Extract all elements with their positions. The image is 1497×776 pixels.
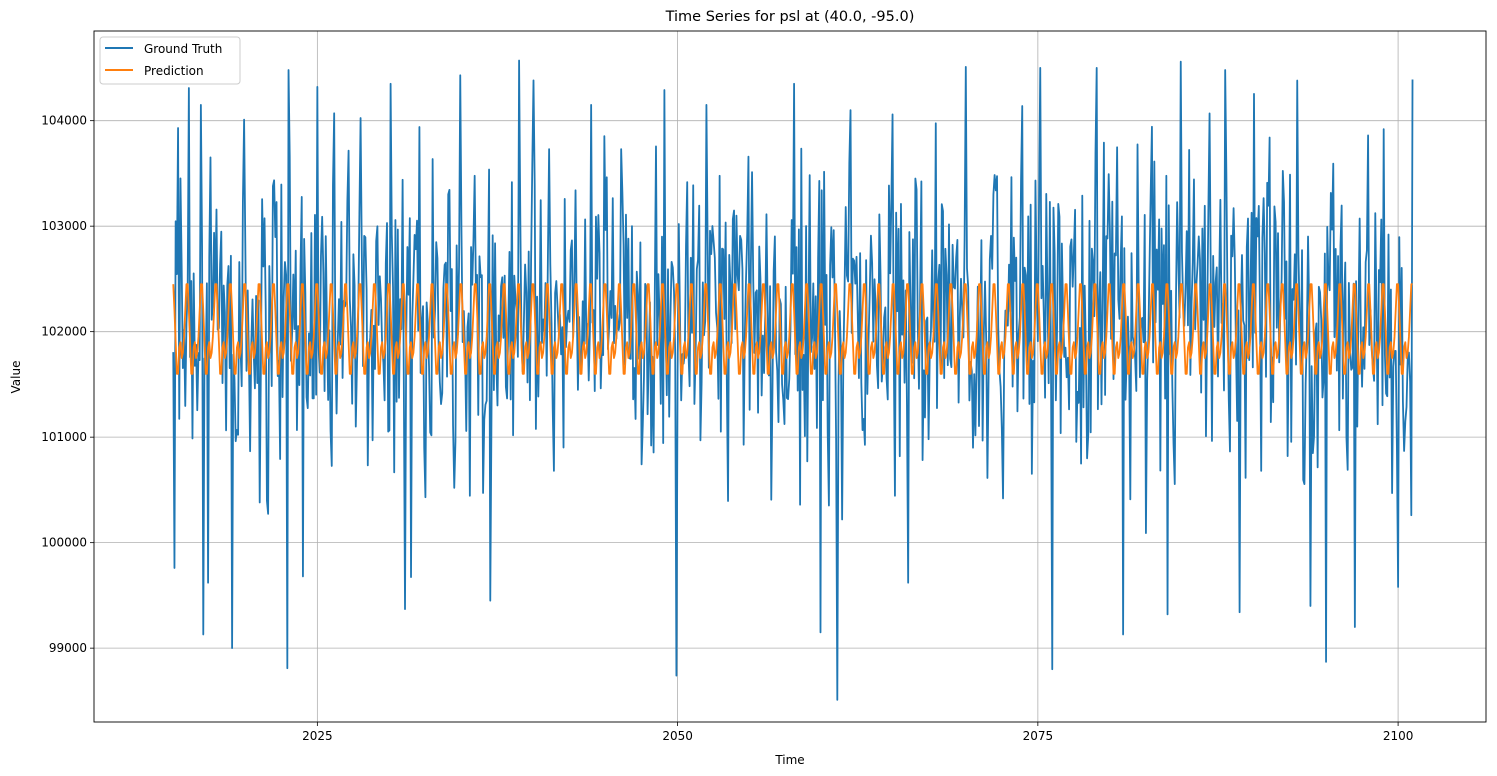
y-tick-label: 103000 <box>41 219 87 233</box>
y-tick-label: 102000 <box>41 325 87 339</box>
chart-title: Time Series for psl at (40.0, -95.0) <box>665 9 915 25</box>
series-line-prediction <box>172 283 1413 375</box>
y-axis-label: Value <box>9 361 23 394</box>
ticks: 2025 2050 2075 2100 99000 100000 101000 102000 1… <box>41 114 1413 743</box>
y-tick-label: 104000 <box>41 114 87 128</box>
legend: Ground Truth Prediction <box>99 36 241 85</box>
x-axis-label: Time <box>774 753 804 767</box>
y-tick-label: 99000 <box>49 641 87 655</box>
x-tick-label: 2075 <box>1023 729 1054 743</box>
y-tick-label: 101000 <box>41 430 87 444</box>
y-tick-label: 100000 <box>41 536 87 550</box>
legend-label-ground-truth: Ground Truth <box>144 42 222 56</box>
plot-frame <box>93 30 1487 723</box>
legend-label-prediction: Prediction <box>144 64 204 78</box>
series-layer <box>172 59 1414 701</box>
series-line-ground-truth <box>172 59 1414 701</box>
x-tick-label: 2050 <box>662 729 693 743</box>
x-tick-label: 2100 <box>1383 729 1414 743</box>
x-tick-label: 2025 <box>302 729 333 743</box>
legend-box <box>99 36 241 85</box>
